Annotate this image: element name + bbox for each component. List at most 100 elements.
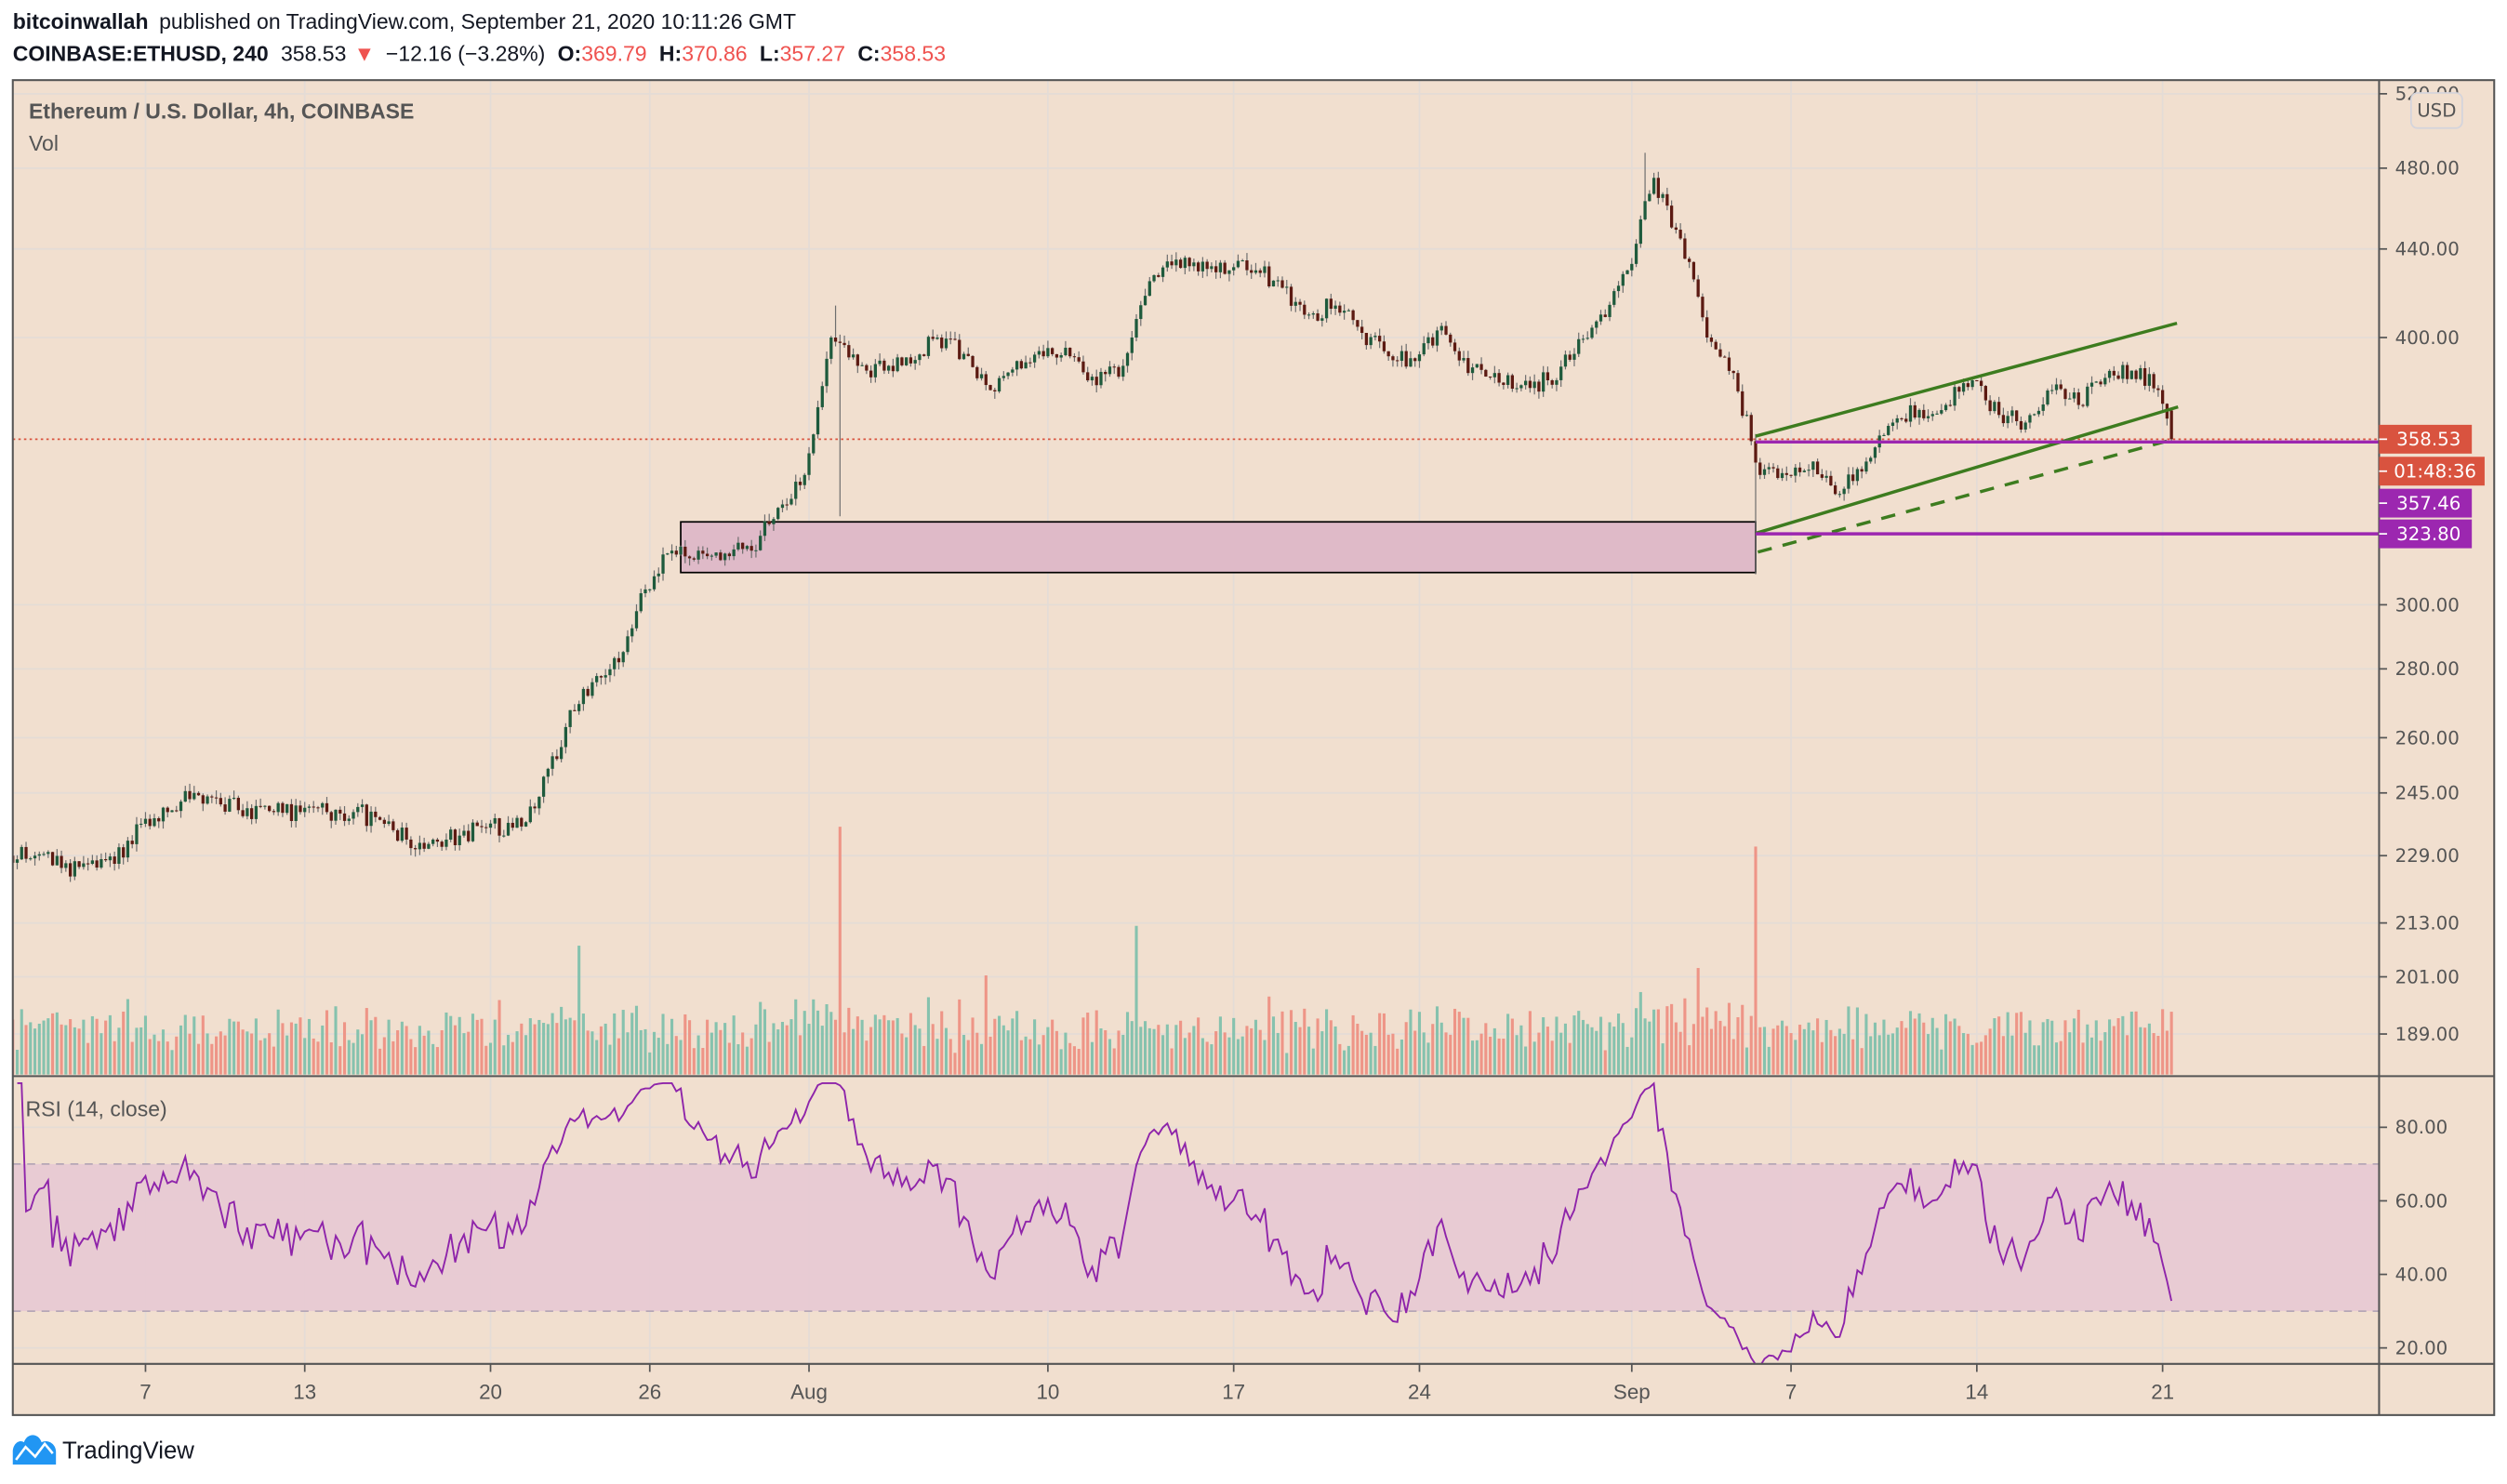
candle-down: [922, 354, 926, 356]
candle-up: [369, 811, 373, 827]
volume-bar: [1489, 1036, 1492, 1075]
price-axis[interactable]: 520.00480.00440.00400.00300.00280.00260.…: [2379, 84, 2460, 1045]
volume-bar: [24, 1025, 28, 1075]
candle-up: [99, 858, 103, 868]
volume-bar: [1550, 1040, 1554, 1075]
candle-up: [170, 810, 174, 813]
volume-bar: [852, 1028, 856, 1075]
volume-bar: [197, 1043, 201, 1075]
volume-bar: [661, 1014, 665, 1075]
candle-down: [1860, 469, 1864, 472]
candle-up: [1276, 280, 1280, 282]
candle-up: [1059, 355, 1063, 358]
volume-bar: [414, 1047, 418, 1075]
close-label: C:: [857, 42, 880, 66]
volume-bar: [440, 1030, 444, 1075]
volume-bar: [515, 1031, 519, 1075]
candle-up: [1519, 385, 1523, 389]
volume-bar: [458, 1016, 461, 1075]
candle-down: [1900, 417, 1903, 419]
candle-up: [2103, 378, 2107, 385]
candle-down: [1545, 372, 1550, 380]
volume-bar: [55, 1012, 59, 1075]
tradingview-logo[interactable]: TradingView: [12, 1435, 195, 1465]
candle-down: [1041, 351, 1045, 357]
volume-bar: [719, 1029, 723, 1075]
candle-up: [1240, 260, 1244, 262]
candle-up: [1015, 361, 1019, 370]
candle-down: [785, 504, 789, 506]
candle-up: [1143, 296, 1147, 306]
time-tick-label: 13: [293, 1381, 316, 1404]
trendline-drawings[interactable]: [1755, 321, 2380, 554]
author-name[interactable]: bitcoinwallah: [13, 9, 149, 33]
volume-bar: [2134, 1011, 2138, 1075]
volume-bar: [953, 1053, 957, 1075]
candle-down: [555, 756, 559, 760]
candle-down: [249, 808, 254, 819]
candle-up: [232, 798, 236, 800]
candle-up: [1108, 366, 1112, 375]
volume-bar: [794, 999, 798, 1075]
candle-up: [33, 855, 37, 859]
volume-bar: [1834, 1036, 1837, 1075]
candle-down: [391, 821, 395, 830]
candle-down: [1157, 274, 1161, 277]
candle-up: [537, 796, 541, 809]
volume-bar: [1603, 1050, 1607, 1075]
candle-down: [2015, 410, 2019, 421]
volume-bar: [435, 1047, 439, 1075]
volume-bar: [1515, 1035, 1519, 1075]
volume-bar: [1232, 1017, 1236, 1075]
volume-bar: [887, 1020, 891, 1075]
candle-down: [1723, 356, 1727, 358]
candle-up: [1152, 274, 1156, 282]
candle-up: [462, 830, 466, 836]
candle-down: [1382, 341, 1386, 351]
volume-bar: [272, 1046, 275, 1075]
candle-down: [1988, 400, 1992, 412]
candle-down: [719, 552, 723, 561]
candle-down: [1386, 351, 1390, 357]
candle-up: [1161, 267, 1165, 277]
volume-bar: [1240, 1036, 1244, 1075]
candle-down: [1528, 380, 1532, 389]
volume-bar: [2139, 1027, 2142, 1075]
volume-bar: [1625, 1046, 1629, 1075]
rsi-axis[interactable]: 80.00 60.00 40.00 20.00: [2379, 1117, 2447, 1359]
candle-up: [1210, 266, 1214, 270]
volume-bar: [524, 1035, 528, 1075]
volume-bar: [1072, 1046, 1076, 1075]
currency-button[interactable]: USD: [2409, 92, 2463, 129]
volume-bar: [2033, 1045, 2036, 1075]
volume-bar: [1462, 1017, 1466, 1075]
candle-up: [458, 835, 461, 845]
volume-bar: [1563, 1023, 1567, 1075]
volume-bar: [918, 1028, 922, 1075]
time-axis[interactable]: 7 13 20 26 Aug 10 17 24 Sep 7 14 21: [139, 1363, 2174, 1404]
volume-bar: [1630, 1037, 1634, 1075]
volume-bar: [763, 1009, 766, 1075]
volume-bar: [1037, 1044, 1041, 1075]
candle-up: [1090, 377, 1094, 381]
candle-up: [630, 628, 634, 637]
volume-bar: [232, 1021, 236, 1075]
candle-up: [303, 807, 307, 813]
candle-up: [321, 802, 325, 808]
tradingview-brand: TradingView: [62, 1438, 194, 1464]
candle-up: [1333, 305, 1337, 310]
volume-bar: [1807, 1022, 1811, 1075]
candle-up: [2094, 381, 2098, 383]
volume-bar: [342, 1022, 347, 1075]
volume-bar: [2036, 1045, 2040, 1075]
volume-bar: [90, 1015, 94, 1075]
candle-down: [1701, 297, 1704, 318]
volume-bar: [617, 1038, 621, 1075]
candle-down: [1298, 301, 1302, 305]
candle-down: [1833, 485, 1837, 495]
volume-bar: [1816, 1018, 1820, 1075]
candle-up: [73, 861, 76, 877]
volume-bar: [396, 1030, 400, 1075]
candle-down: [68, 863, 73, 877]
volume-bar: [2112, 1026, 2116, 1075]
